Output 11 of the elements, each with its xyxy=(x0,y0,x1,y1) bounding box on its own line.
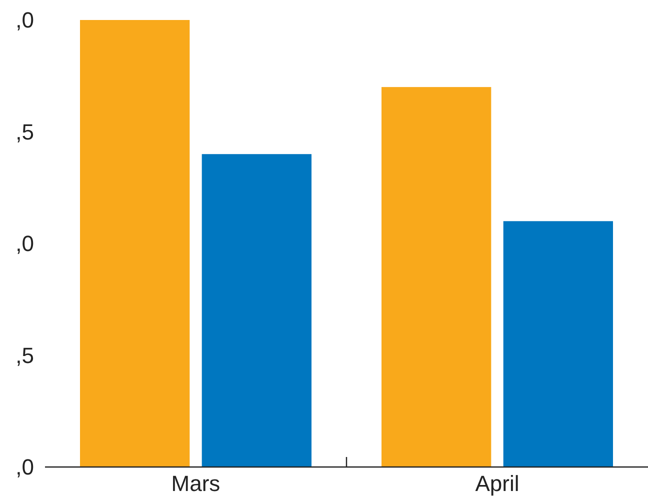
bar xyxy=(382,87,492,467)
text: ,5 xyxy=(16,119,34,144)
text: ,0 xyxy=(16,8,34,33)
x-tick-label: Mars xyxy=(171,471,220,496)
text: ,0 xyxy=(16,454,34,480)
bar xyxy=(80,20,190,467)
bar xyxy=(202,154,312,467)
bar xyxy=(503,221,613,467)
text: ,5 xyxy=(16,342,34,368)
text: ,0 xyxy=(16,231,34,256)
x-tick-label: April xyxy=(475,471,520,496)
